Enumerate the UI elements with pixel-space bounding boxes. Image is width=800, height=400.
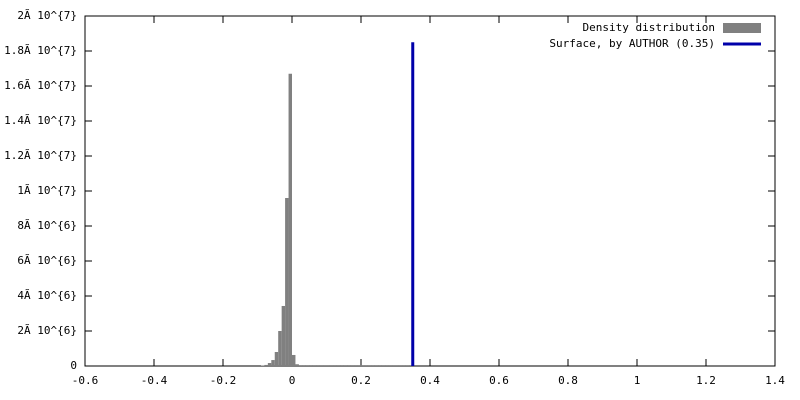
histogram-bar	[357, 365, 361, 366]
histogram-bar	[381, 365, 386, 366]
histogram-bar	[343, 365, 348, 366]
histogram-bar	[312, 365, 317, 366]
y-tick-label: 0	[70, 359, 77, 372]
histogram-bar	[295, 364, 299, 366]
histogram-bar	[329, 365, 334, 366]
histogram-bar	[385, 365, 389, 366]
histogram-bar	[305, 365, 310, 366]
y-tick-label: 1Ã 10^{7}	[17, 184, 77, 197]
histogram-bar	[367, 365, 372, 366]
histogram-bar	[319, 365, 324, 366]
histogram-bar	[336, 365, 341, 366]
histogram-bar	[347, 365, 351, 366]
histogram-bar	[292, 354, 296, 366]
legend-label: Surface, by AUTHOR (0.35)	[549, 37, 715, 50]
x-tick-label: 1.2	[696, 374, 716, 387]
histogram-bar	[378, 365, 382, 366]
histogram-bar	[271, 360, 275, 366]
histogram-bar	[350, 365, 355, 366]
y-tick-label: 2Ã 10^{7}	[17, 9, 77, 22]
histogram-bar	[274, 352, 279, 366]
histogram-bar	[364, 365, 368, 366]
histogram-bar	[374, 365, 379, 366]
histogram-bar	[302, 365, 306, 366]
histogram-bar	[264, 364, 268, 366]
x-tick-label: -0.6	[72, 374, 99, 387]
histogram-bar	[371, 365, 375, 366]
histogram-bar	[288, 73, 292, 366]
histogram-bar	[285, 198, 289, 366]
x-tick-label: 1	[634, 374, 641, 387]
x-tick-label: 0.4	[420, 374, 440, 387]
y-tick-label: 1.2Ã 10^{7}	[4, 149, 77, 162]
x-tick-label: 0.6	[489, 374, 509, 387]
y-tick-label: 6Ã 10^{6}	[17, 254, 77, 267]
histogram-bar	[333, 365, 337, 366]
histogram-bar	[340, 365, 344, 366]
x-tick-label: -0.4	[141, 374, 168, 387]
histogram-bar	[281, 305, 286, 366]
x-tick-label: 0.2	[351, 374, 371, 387]
x-tick-label: 0	[289, 374, 296, 387]
histogram-bar	[388, 365, 393, 366]
x-tick-label: 1.4	[765, 374, 785, 387]
histogram-bar	[326, 365, 330, 366]
histogram-bar	[298, 365, 303, 366]
histogram-bar	[354, 365, 358, 366]
legend-swatch	[723, 23, 761, 33]
y-tick-label: 1.4Ã 10^{7}	[4, 114, 77, 127]
histogram-bar	[323, 365, 327, 366]
histogram-bar	[405, 365, 410, 366]
histogram-bar	[316, 365, 320, 366]
y-tick-label: 4Ã 10^{6}	[17, 289, 77, 302]
histogram-bar	[278, 331, 282, 366]
x-tick-label: 0.8	[558, 374, 578, 387]
y-tick-label: 2Ã 10^{6}	[17, 324, 77, 337]
histogram-bar	[309, 365, 313, 366]
histogram-bar	[402, 365, 406, 366]
histogram-bar	[267, 363, 272, 366]
histogram-bar	[409, 365, 413, 366]
x-tick-label: -0.2	[210, 374, 237, 387]
histogram-bar	[392, 365, 396, 366]
y-tick-label: 1.8Ã 10^{7}	[4, 44, 77, 57]
histogram-bar	[361, 365, 365, 366]
y-tick-label: 8Ã 10^{6}	[17, 219, 77, 232]
y-tick-label: 1.6Ã 10^{7}	[4, 79, 77, 92]
histogram-bar	[398, 365, 403, 366]
legend-label: Density distribution	[583, 21, 715, 34]
plot-frame	[84, 15, 776, 367]
histogram-bar	[260, 365, 265, 366]
histogram-bar	[395, 365, 399, 366]
